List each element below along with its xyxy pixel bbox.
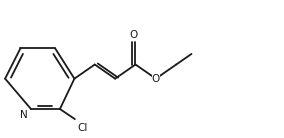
Text: O: O (130, 30, 138, 40)
Text: O: O (152, 74, 160, 84)
Text: Cl: Cl (77, 123, 87, 133)
Text: N: N (20, 110, 28, 120)
